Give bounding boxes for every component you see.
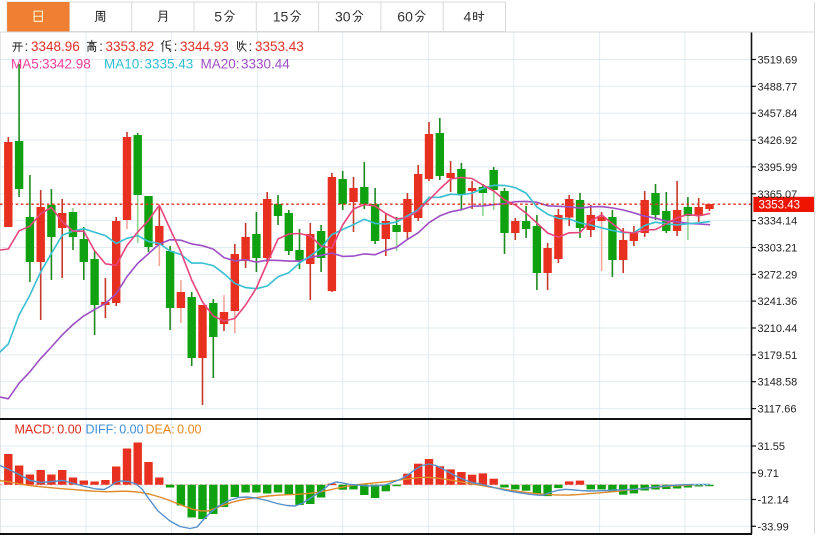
svg-text::: : [249,39,253,54]
svg-text:3348.96: 3348.96 [31,39,80,54]
svg-text::: : [174,39,178,54]
svg-text:31.55: 31.55 [758,441,786,453]
svg-text:3330.44: 3330.44 [241,57,290,72]
svg-text:9.71: 9.71 [758,468,779,480]
svg-text:3272.29: 3272.29 [758,269,798,281]
svg-text:3488.77: 3488.77 [758,81,798,93]
svg-text:3303.21: 3303.21 [758,243,798,255]
svg-text:MA10:: MA10: [104,57,143,72]
svg-text:3395.99: 3395.99 [758,162,798,174]
svg-text:5: 5 [214,9,222,25]
svg-text:3241.36: 3241.36 [758,296,798,308]
svg-text:60: 60 [397,9,413,25]
svg-text:3210.44: 3210.44 [758,323,798,335]
svg-text:3344.93: 3344.93 [180,39,229,54]
svg-text:3519.69: 3519.69 [758,55,798,67]
svg-text:3334.14: 3334.14 [758,216,798,228]
svg-text:3353.43: 3353.43 [759,200,801,212]
svg-text:3179.51: 3179.51 [758,350,798,362]
svg-text::: : [25,39,29,54]
svg-text::: : [99,39,103,54]
svg-text:MACD: 0.00: MACD: 0.00 [15,423,82,437]
svg-text:DEA: 0.00: DEA: 0.00 [146,423,202,437]
svg-text:DIFF: 0.00: DIFF: 0.00 [86,423,144,437]
svg-text:MA5:: MA5: [11,57,43,72]
svg-text:3148.58: 3148.58 [758,377,798,389]
svg-text:3335.43: 3335.43 [145,57,194,72]
svg-text:3342.98: 3342.98 [42,57,91,72]
svg-text:3365.07: 3365.07 [758,189,798,201]
svg-text:MA20:: MA20: [201,57,240,72]
svg-text:3457.84: 3457.84 [758,108,798,120]
svg-text:-12.14: -12.14 [758,495,789,507]
svg-text:3353.43: 3353.43 [255,39,304,54]
svg-text:30: 30 [335,9,351,25]
svg-text:4: 4 [464,9,472,25]
svg-text:3353.82: 3353.82 [106,39,155,54]
svg-text:3426.92: 3426.92 [758,135,798,147]
svg-text:15: 15 [273,9,289,25]
svg-text:-33.99: -33.99 [758,521,789,533]
svg-text:3117.66: 3117.66 [758,404,797,416]
